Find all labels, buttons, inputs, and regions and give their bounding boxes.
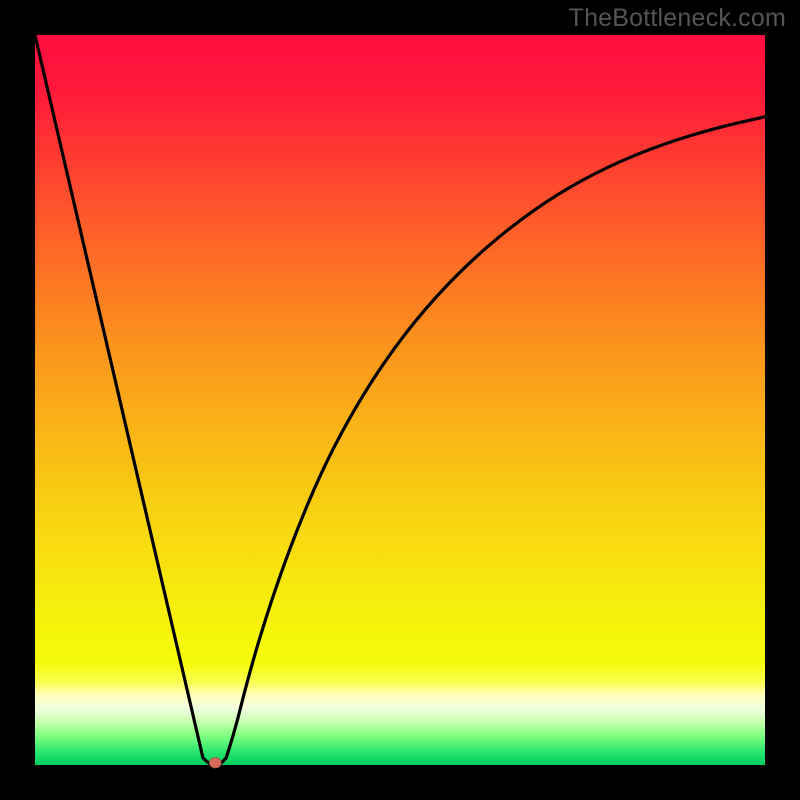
plot-area [35, 35, 765, 765]
chart-stage: TheBottleneck.com [0, 0, 800, 800]
watermark-label: TheBottleneck.com [569, 4, 786, 33]
optimal-marker [209, 758, 221, 768]
chart-svg [0, 0, 800, 800]
